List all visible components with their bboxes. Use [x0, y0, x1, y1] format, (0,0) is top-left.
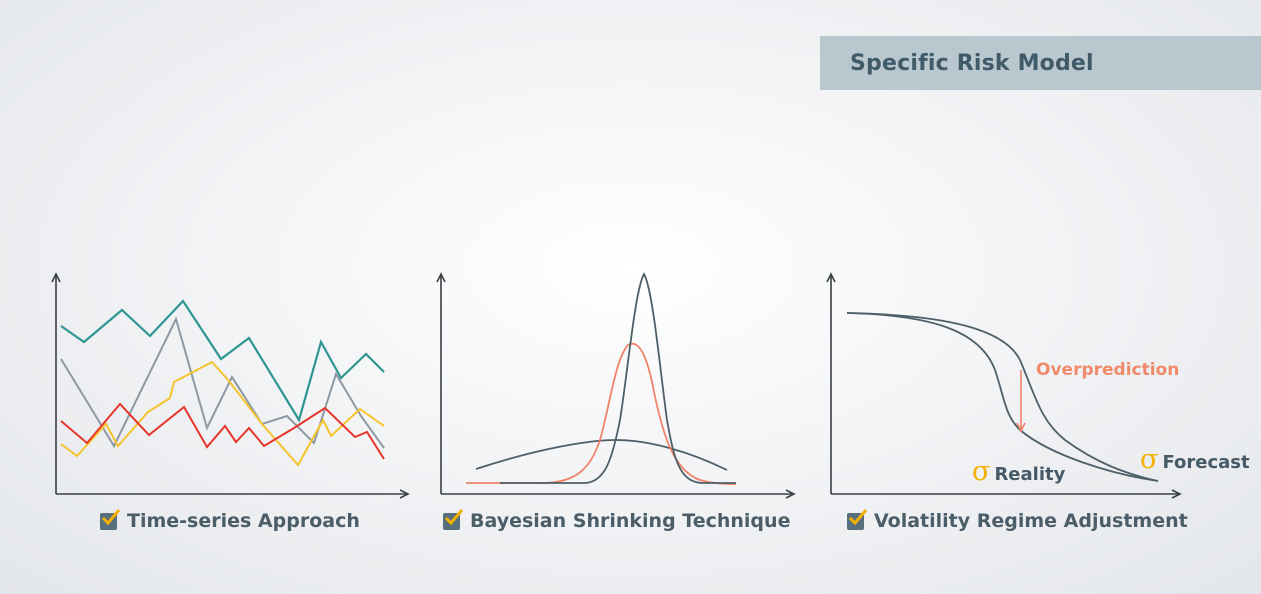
forecast-label: σ Forecast: [1140, 444, 1250, 475]
title-banner: Specific Risk Model: [820, 36, 1261, 90]
caption-volatility: Volatility Regime Adjustment: [847, 508, 1188, 532]
forecast-label-text: Forecast: [1162, 452, 1250, 473]
overprediction-label: Overprediction: [1036, 360, 1180, 380]
reality-curve: [846, 312, 1159, 482]
caption-bayesian: Bayesian Shrinking Technique: [443, 508, 791, 532]
caption-volatility-text: Volatility Regime Adjustment: [874, 510, 1188, 532]
orange-posterior-curve: [466, 342, 737, 485]
bayesian-axes: [436, 272, 796, 499]
sigma-symbol-reality: σ: [972, 456, 991, 487]
red-series-line: [60, 402, 385, 460]
time-series-axes: [51, 272, 410, 499]
yellow-series-line: [60, 360, 385, 467]
check-icon: [847, 508, 868, 530]
check-icon: [100, 508, 121, 530]
volatility-axes: [826, 272, 1182, 499]
narrow-peak-curve: [500, 272, 736, 484]
sigma-symbol-forecast: σ: [1140, 444, 1159, 475]
reality-label: σ Reality: [972, 456, 1065, 487]
overprediction-arrow-head: [1016, 422, 1026, 433]
caption-time-series-text: Time-series Approach: [127, 510, 360, 532]
teal-series-line: [60, 299, 385, 423]
page-title: Specific Risk Model: [850, 50, 1094, 76]
caption-time-series: Time-series Approach: [100, 508, 360, 532]
check-icon: [443, 508, 464, 530]
forecast-curve: [846, 312, 1159, 482]
caption-bayesian-text: Bayesian Shrinking Technique: [470, 510, 791, 532]
reality-label-text: Reality: [994, 464, 1066, 485]
